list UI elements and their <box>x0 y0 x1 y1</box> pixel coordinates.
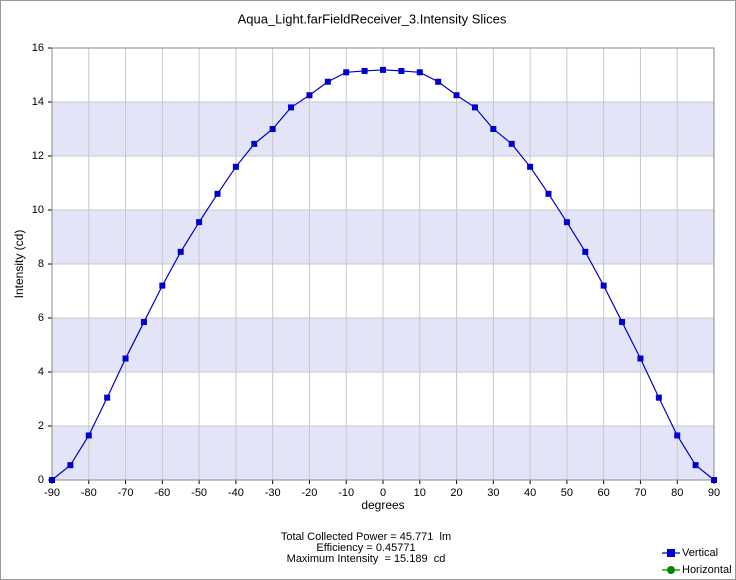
annotation: Total Collected Power = 45.771 lm <box>281 531 451 543</box>
y-tick-label: 16 <box>32 42 44 54</box>
point <box>85 432 92 439</box>
point <box>471 104 478 111</box>
y-tick-label: 10 <box>32 204 44 216</box>
point <box>619 319 626 326</box>
x-tick-label: -10 <box>338 487 354 499</box>
point <box>674 432 681 439</box>
point <box>490 126 497 132</box>
x-tick-label: -60 <box>154 487 170 499</box>
point <box>711 477 717 483</box>
x-tick-label: 60 <box>598 487 610 499</box>
point <box>563 219 570 226</box>
point <box>545 190 552 197</box>
point <box>140 319 147 326</box>
x-tick-label: 90 <box>708 487 720 499</box>
legend-marker <box>667 566 675 574</box>
y-tick-label: 8 <box>38 258 44 270</box>
x-tick-label: -80 <box>81 487 97 499</box>
x-tick-label: 50 <box>561 487 573 499</box>
point <box>380 66 386 73</box>
chart-title: Aqua_Light.farFieldReceiver_3.Intensity … <box>238 11 507 26</box>
point <box>361 67 368 74</box>
point <box>637 355 644 362</box>
point <box>251 140 258 147</box>
y-tick-label: 4 <box>38 366 44 378</box>
x-tick-label: 0 <box>380 487 386 499</box>
point <box>232 163 239 170</box>
plot-border <box>51 47 715 481</box>
point <box>655 394 662 401</box>
x-tick-label: -40 <box>228 487 244 499</box>
x-tick-label: 40 <box>524 487 536 499</box>
point <box>104 394 111 401</box>
x-tick-label: 80 <box>671 487 683 499</box>
point <box>288 104 295 111</box>
point <box>269 126 276 132</box>
point <box>582 248 589 255</box>
point <box>600 282 607 289</box>
legend-label: Vertical <box>682 547 718 559</box>
point <box>177 248 184 255</box>
x-tick-label: 20 <box>450 487 462 499</box>
x-tick-label: -90 <box>44 487 60 499</box>
annotation: Efficiency = 0.45771 <box>316 542 415 554</box>
annotation: Maximum Intensity = 15.189 cd <box>287 553 446 565</box>
point <box>159 282 166 289</box>
x-tick-label: 70 <box>634 487 646 499</box>
x-tick-label: -50 <box>191 487 207 499</box>
x-axis-label: degrees <box>361 498 404 512</box>
point <box>324 78 331 85</box>
point <box>214 190 221 197</box>
y-axis-label: Intensity (cd) <box>12 230 26 299</box>
y-tick-label: 2 <box>38 420 44 432</box>
point <box>435 78 442 85</box>
legend-marker <box>667 549 675 557</box>
point <box>398 67 405 74</box>
point <box>453 92 460 99</box>
point <box>122 355 129 362</box>
point <box>508 140 515 147</box>
point <box>692 462 699 469</box>
point <box>343 69 350 76</box>
x-tick-label: 30 <box>487 487 499 499</box>
x-tick-label: -20 <box>301 487 317 499</box>
x-tick-label: -70 <box>118 487 134 499</box>
x-tick-label: -30 <box>265 487 281 499</box>
point <box>49 477 55 483</box>
point <box>416 69 423 76</box>
y-tick-label: 6 <box>38 312 44 324</box>
y-tick-label: 12 <box>32 150 44 162</box>
y-tick-label: 14 <box>32 96 44 108</box>
point <box>196 219 203 226</box>
x-tick-label: 10 <box>414 487 426 499</box>
point <box>527 163 534 170</box>
point <box>306 92 313 99</box>
y-tick-label: 0 <box>38 474 44 486</box>
point <box>67 462 74 469</box>
legend-label: Horizontal <box>682 564 732 576</box>
